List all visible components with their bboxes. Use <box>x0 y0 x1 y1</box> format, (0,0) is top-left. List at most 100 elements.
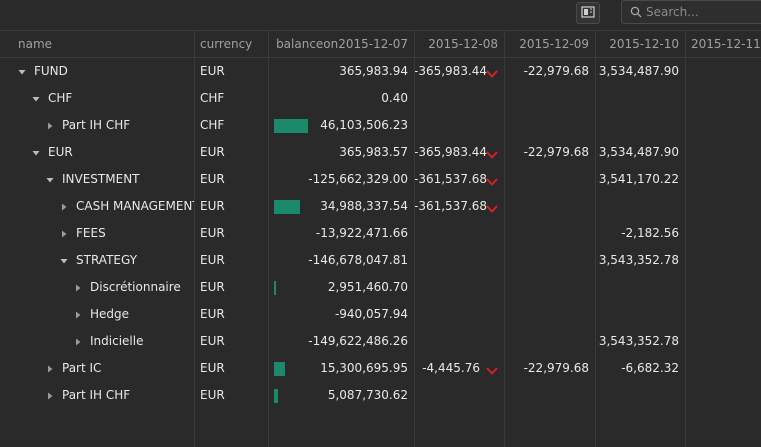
row-name-cell: Part IH CHF <box>0 382 194 409</box>
row-name: Indicielle <box>90 334 144 348</box>
row-name-cell: CHF <box>0 85 194 112</box>
column-divider[interactable] <box>268 30 269 447</box>
caret-right-icon[interactable] <box>58 193 70 220</box>
balance-cell: 2,951,460.70 <box>327 280 408 294</box>
row-name-cell: CASH MANAGEMENT <box>0 193 194 220</box>
caret-down-icon[interactable] <box>30 139 42 166</box>
currency-cell: CHF <box>200 118 225 132</box>
date-cell-2015-12-10: 3,541,170.22 <box>598 172 679 186</box>
currency-cell: EUR <box>200 307 225 321</box>
table-row[interactable]: Discrétionnaire EUR 2,951,460.70 <box>0 274 761 301</box>
date-cell-2015-12-09: -22,979.68 <box>523 361 589 375</box>
column-header[interactable]: name <box>18 37 53 51</box>
date-cell-2015-12-09: -22,979.68 <box>523 64 589 78</box>
row-name: Part IH CHF <box>62 118 131 132</box>
date-cell-2015-12-09 <box>504 85 595 112</box>
row-name: Part IC <box>62 361 102 375</box>
date-cell-2015-12-10: 3,534,487.90 <box>598 64 679 78</box>
balance-cell: -146,678,047.81 <box>308 253 408 267</box>
table-row[interactable]: Indicielle EUR -149,622,486.26 3,543,352.78 <box>0 328 761 355</box>
row-name-cell: FEES <box>0 220 194 247</box>
table-row[interactable]: FEES EUR -13,922,471.66 -2,182.56 <box>0 220 761 247</box>
caret-right-icon[interactable] <box>44 355 56 382</box>
caret-right-icon[interactable] <box>44 382 56 409</box>
column-header[interactable]: 2015-12-09 <box>519 37 589 51</box>
caret-down-icon[interactable] <box>44 166 56 193</box>
date-cell-2015-12-10: -2,182.56 <box>621 226 679 240</box>
currency-cell: CHF <box>200 91 225 105</box>
caret-right-icon[interactable] <box>44 112 56 139</box>
date-cell-2015-12-08: -361,537.68 <box>414 172 488 186</box>
layout-toggle-button[interactable] <box>576 2 600 24</box>
table-row[interactable]: INVESTMENT EUR -125,662,329.00 -361,537.68 3… <box>0 166 761 193</box>
date-cell-2015-12-09 <box>504 328 595 355</box>
trend-down-icon <box>486 202 498 216</box>
caret-down-icon[interactable] <box>16 58 28 85</box>
balance-cell: -149,622,486.26 <box>308 334 408 348</box>
table-row[interactable]: Part IH CHF EUR 5,087,730.62 <box>0 382 761 409</box>
column-divider[interactable] <box>194 30 195 447</box>
row-name-cell: Part IC <box>0 355 194 382</box>
balance-cell: 5,087,730.62 <box>327 388 408 402</box>
date-cell-2015-12-09 <box>504 112 595 139</box>
row-name: Discrétionnaire <box>90 280 181 294</box>
table-row[interactable]: CASH MANAGEMENT EUR 34,988,337.54 -361,537.… <box>0 193 761 220</box>
table-row[interactable]: EUR EUR 365,983.57 -365,983.44 -22,979.68 3,5… <box>0 139 761 166</box>
date-cell-2015-12-09 <box>504 274 595 301</box>
balance-bar <box>274 281 276 295</box>
column-header[interactable]: currency <box>200 37 253 51</box>
balance-bar <box>274 362 285 376</box>
row-name: CHF <box>48 91 73 105</box>
currency-cell: EUR <box>200 64 225 78</box>
date-cell-2015-12-09 <box>504 301 595 328</box>
trend-down-icon <box>486 148 498 162</box>
date-cell-2015-12-10 <box>595 301 685 328</box>
table-row[interactable]: STRATEGY EUR -146,678,047.81 3,543,352.78 <box>0 247 761 274</box>
column-divider[interactable] <box>685 30 686 447</box>
caret-right-icon[interactable] <box>72 274 84 301</box>
column-header[interactable]: balanceon2015-12-07 <box>276 37 408 51</box>
column-divider[interactable] <box>504 30 505 447</box>
caret-right-icon[interactable] <box>58 220 70 247</box>
row-name-cell: Discrétionnaire <box>0 274 194 301</box>
row-name-cell: INVESTMENT <box>0 166 194 193</box>
table-row[interactable]: FUND EUR 365,983.94 -365,983.44 -22,979.68 3,… <box>0 58 761 85</box>
date-cell-2015-12-09: -22,979.68 <box>523 145 589 159</box>
column-header[interactable]: 2015-12-11 <box>691 37 761 51</box>
trend-down-icon <box>486 175 498 189</box>
date-cell-2015-12-09 <box>504 220 595 247</box>
column-header[interactable]: 2015-12-08 <box>428 37 498 51</box>
table-row[interactable]: Part IC EUR 15,300,695.95 -4,445.76 -22,979.… <box>0 355 761 382</box>
balance-cell: -13,922,471.66 <box>315 226 408 240</box>
caret-down-icon[interactable] <box>30 85 42 112</box>
caret-down-icon[interactable] <box>58 247 70 274</box>
table-row[interactable]: Part IH CHF CHF 46,103,506.23 <box>0 112 761 139</box>
column-divider[interactable] <box>595 30 596 447</box>
currency-cell: EUR <box>200 172 225 186</box>
date-cell-2015-12-10: 3,543,352.78 <box>598 334 679 348</box>
row-name: INVESTMENT <box>62 172 140 186</box>
date-cell-2015-12-08: -4,445.76 <box>422 361 480 375</box>
column-header[interactable]: 2015-12-10 <box>609 37 679 51</box>
table-row[interactable]: CHF CHF 0.40 <box>0 85 761 112</box>
table-row[interactable]: Hedge EUR -940,057.94 <box>0 301 761 328</box>
balance-cell: -940,057.94 <box>334 307 408 321</box>
search-input[interactable] <box>646 5 756 19</box>
row-name-cell: Part IH CHF <box>0 112 194 139</box>
date-cell-2015-12-10 <box>595 193 685 220</box>
balance-cell: -125,662,329.00 <box>308 172 408 186</box>
balance-bar <box>274 119 308 133</box>
currency-cell: EUR <box>200 334 225 348</box>
currency-cell: EUR <box>200 361 225 375</box>
currency-cell: EUR <box>200 253 225 267</box>
caret-right-icon[interactable] <box>72 301 84 328</box>
date-cell-2015-12-10: 3,534,487.90 <box>598 145 679 159</box>
date-cell-2015-12-10 <box>595 382 685 409</box>
column-divider[interactable] <box>414 30 415 447</box>
date-cell-2015-12-10 <box>595 112 685 139</box>
date-cell-2015-12-08 <box>414 382 504 409</box>
row-name: EUR <box>48 145 73 159</box>
currency-cell: EUR <box>200 280 225 294</box>
row-name: STRATEGY <box>76 253 138 267</box>
caret-right-icon[interactable] <box>72 328 84 355</box>
